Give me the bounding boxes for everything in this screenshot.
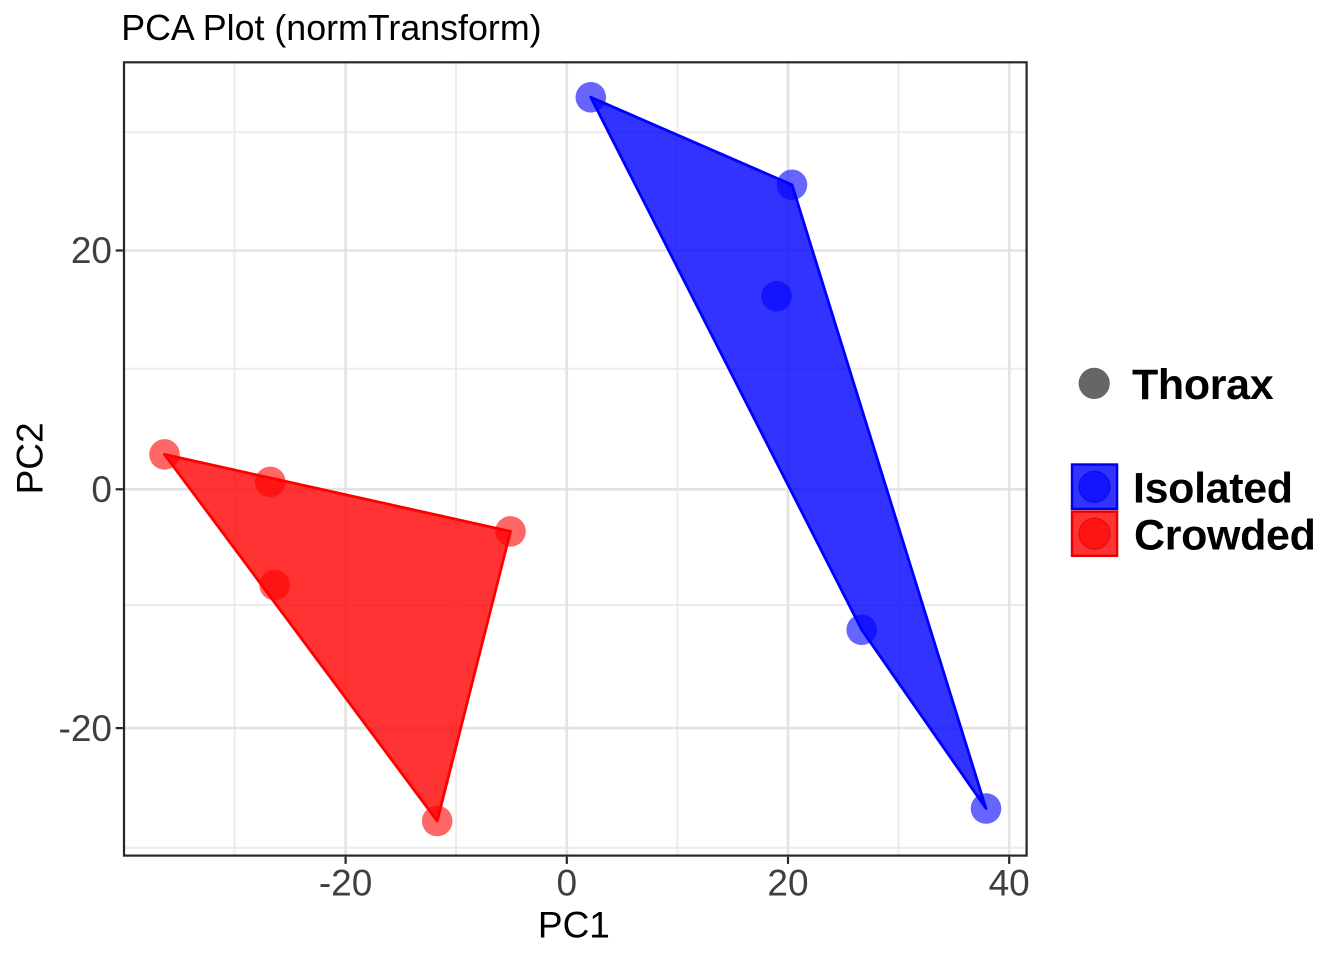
svg-text:PCA Plot (normTransform): PCA Plot (normTransform) xyxy=(121,8,541,48)
svg-text:20: 20 xyxy=(71,230,112,271)
svg-text:Thorax: Thorax xyxy=(1132,361,1274,409)
svg-text:PC1: PC1 xyxy=(538,904,610,945)
svg-text:20: 20 xyxy=(767,863,808,904)
svg-text:-20: -20 xyxy=(59,708,112,749)
svg-text:PC2: PC2 xyxy=(9,422,50,494)
svg-text:0: 0 xyxy=(91,469,112,510)
svg-text:Isolated: Isolated xyxy=(1133,465,1293,513)
svg-text:-20: -20 xyxy=(319,863,372,904)
svg-text:40: 40 xyxy=(989,863,1030,904)
svg-text:Crowded: Crowded xyxy=(1134,512,1316,560)
svg-text:0: 0 xyxy=(557,863,578,904)
